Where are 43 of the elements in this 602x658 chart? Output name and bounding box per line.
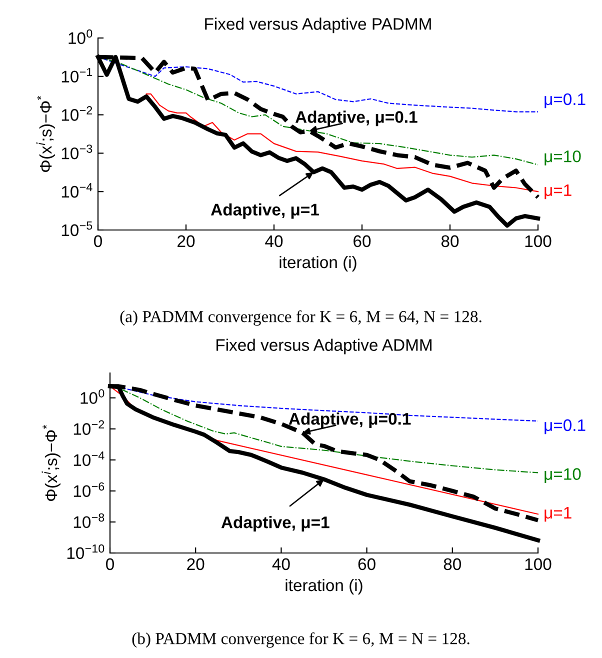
legend-label: Adaptive, μ=1: [210, 203, 319, 219]
series-label: μ=1: [544, 184, 572, 200]
y-tick-label: 10$^{−1}$: [62, 68, 92, 83]
chart-title: Fixed versus Adaptive PADMM: [205, 18, 431, 34]
x-axis-title: iteration (i): [286, 578, 362, 594]
series-label: μ=10: [544, 150, 581, 166]
text: (a) PADMM convergence for K = 6, M = 64, N = 128.: [120, 310, 482, 326]
x-tick-label: 80: [444, 558, 462, 570]
y-tick-label: 10$^{−3}$: [62, 144, 92, 160]
x-tick-label: 100: [525, 235, 552, 248]
text: (b) PADMM convergence for K = 6, M = N = 128.: [132, 632, 470, 648]
x-tick-label: 0: [106, 558, 114, 570]
x-tick-label: 60: [358, 558, 376, 570]
x-tick-label: 80: [441, 235, 459, 248]
y-axis-title: Φ(x$^{i}$;s)−Φ$^{*}$: [36, 96, 55, 172]
chart-title: Fixed versus Adaptive ADMM: [216, 338, 432, 354]
x-tick-label: 100: [525, 558, 552, 570]
line-series: [146, 93, 539, 192]
y-tick-label: 10$^{−10}$: [67, 544, 104, 560]
legend-label: Adaptive, μ=1: [221, 516, 330, 532]
x-tick-label: 20: [178, 235, 195, 248]
y-axis-title: Φ(x$^{i}$;s)−Φ$^{*}$: [42, 424, 60, 501]
y-tick-label: 10$^{−2}$: [74, 420, 104, 435]
x-tick-label: 40: [265, 235, 283, 248]
x-axis-title: iteration (i): [280, 256, 356, 272]
series-label: μ=0.1: [544, 93, 586, 108]
y-tick-label: 10$^{−4}$: [74, 451, 104, 466]
series-label: μ=1: [544, 506, 572, 522]
y-tick-label: 10$^{−2}$: [62, 106, 92, 121]
x-tick-label: 20: [187, 558, 204, 570]
series-label: Adaptive, μ=0.1: [295, 110, 418, 126]
y-tick-label: 10$^{0}$: [80, 389, 104, 404]
y-tick-label: 10$^{−4}$: [62, 183, 92, 198]
y-tick-label: 10$^{−5}$: [62, 222, 92, 236]
x-tick-label: 60: [354, 235, 371, 248]
y-tick-label: 10$^{0}$: [68, 29, 92, 44]
x-tick-label: 40: [272, 558, 290, 570]
x-tick-label: 0: [94, 235, 102, 248]
y-tick-label: 10$^{−6}$: [74, 482, 104, 498]
series-label: Adaptive, μ=0.1: [288, 412, 411, 428]
series-label: μ=0.1: [544, 419, 586, 434]
y-tick-label: 10$^{−8}$: [74, 513, 104, 528]
series-label: μ=10: [544, 468, 581, 483]
